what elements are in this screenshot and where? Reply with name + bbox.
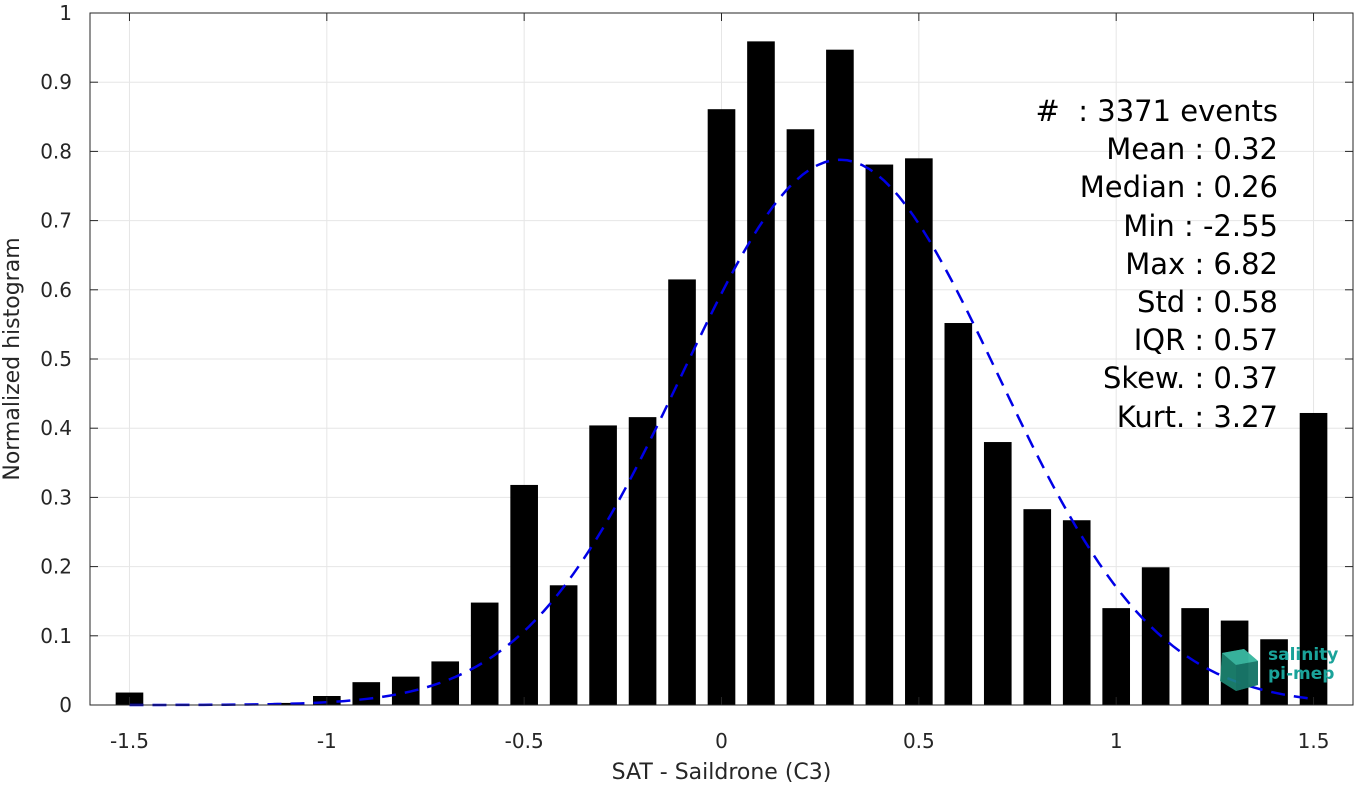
histogram-bar xyxy=(1023,509,1052,705)
y-tick-label: 1 xyxy=(59,1,72,25)
y-tick-label: 0.2 xyxy=(40,555,72,579)
histogram-bar xyxy=(589,425,617,705)
stats-min: Min : -2.55 xyxy=(1123,208,1278,243)
histogram-bar xyxy=(944,323,973,705)
histogram-bar xyxy=(549,585,578,705)
stats-mean: Mean : 0.32 xyxy=(1106,132,1278,167)
x-axis-label: SAT - Saildrone (C3) xyxy=(612,760,832,785)
stats-iqr: IQR : 0.57 xyxy=(1133,323,1278,358)
y-axis-label: Normalized histogram xyxy=(0,237,25,480)
stats-skew: Skew. : 0.37 xyxy=(1102,361,1278,396)
stats-annotation: # : 3371 events Mean : 0.32 Median : 0.2… xyxy=(1036,92,1278,436)
histogram-bar xyxy=(983,442,1012,705)
x-tick-label: 0 xyxy=(715,729,728,753)
x-tick-label: -1.5 xyxy=(110,729,149,753)
y-tick-label: 0.9 xyxy=(40,70,72,94)
stats-max: Max : 6.82 xyxy=(1125,246,1278,281)
stats-std: Std : 0.58 xyxy=(1137,285,1278,320)
salinity-pimep-logo: salinity pi-mep xyxy=(1218,647,1346,693)
histogram-bar xyxy=(1102,608,1131,705)
logo-text-line1: salinity xyxy=(1268,645,1339,665)
histogram-bar xyxy=(747,41,775,705)
bars xyxy=(115,41,1328,706)
y-tick-label: 0.7 xyxy=(40,209,72,233)
y-tick-label: 0.1 xyxy=(40,624,72,648)
histogram-bar xyxy=(786,129,815,706)
logo-text-line2: pi-mep xyxy=(1268,664,1335,684)
histogram-bar xyxy=(865,164,894,706)
y-tick-label: 0.5 xyxy=(40,347,72,371)
y-tick-label: 0.3 xyxy=(40,485,72,509)
histogram-bar xyxy=(273,702,302,705)
y-tick-label: 0.4 xyxy=(40,416,72,440)
histogram-bar xyxy=(1062,520,1091,705)
stats-count: # : 3371 events xyxy=(1035,94,1278,128)
histogram-bar xyxy=(707,109,736,706)
histogram-bar xyxy=(668,279,696,705)
x-tick-label: 0.5 xyxy=(903,729,935,753)
y-tick-label: 0 xyxy=(59,693,72,717)
histogram-bar xyxy=(470,602,499,705)
histogram-bar xyxy=(628,417,657,705)
x-tick-label: 1.5 xyxy=(1298,729,1330,753)
x-tick-label: -1 xyxy=(317,729,337,753)
stats-median: Median : 0.26 xyxy=(1079,170,1278,205)
histogram-bar xyxy=(1181,608,1209,705)
cube-logo-icon xyxy=(1220,649,1258,691)
stats-kurt: Kurt. : 3.27 xyxy=(1116,399,1278,434)
y-tick-label: 0.6 xyxy=(40,278,72,302)
histogram-bar xyxy=(1141,567,1170,705)
y-tick-label: 0.8 xyxy=(40,139,72,163)
histogram-bar xyxy=(352,682,381,705)
histogram-bar xyxy=(905,158,933,705)
axis-ticks: -1.5 -1 -0.5 0 0.5 1 1.5 0 0.1 0.2 0.3 0.4 0.5 0.6 0.7… xyxy=(40,1,1353,753)
x-tick-label: 1 xyxy=(1110,729,1123,753)
histogram-bar xyxy=(510,484,538,705)
x-tick-label: -0.5 xyxy=(505,729,544,753)
histogram-bar xyxy=(826,49,854,705)
histogram-bar xyxy=(1299,412,1328,705)
